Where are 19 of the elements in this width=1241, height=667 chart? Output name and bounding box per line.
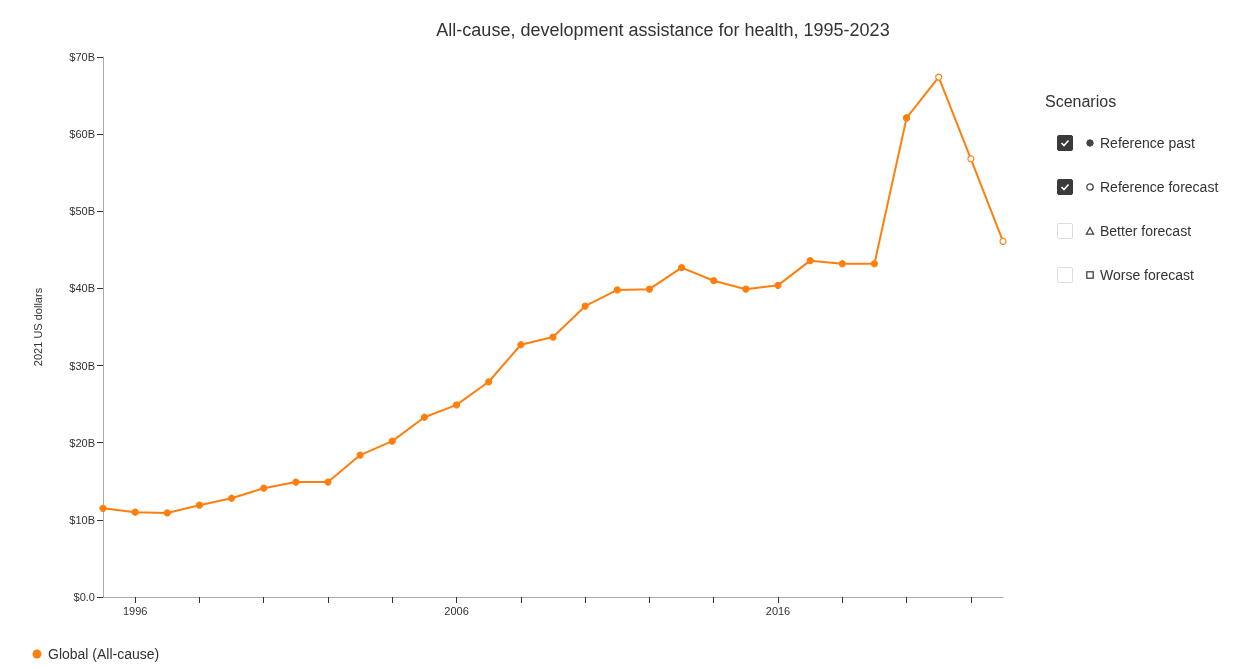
chart-title: All-cause, development assistance for health, 1995-2023 [436,20,890,40]
y-tick-label: $10B [69,513,95,526]
text: Global (All-cause) [48,646,160,662]
legend-label: Better forecast [1100,223,1192,239]
x-tick-label: 1996 [122,604,148,617]
text: Reference past [1100,135,1195,151]
y-tick-label: $30B [69,359,95,372]
y-axis-title: 2021 US dollars [31,287,44,367]
y-tick-label: $20B [69,436,95,449]
y-tick-label: $0.0 [73,591,95,603]
x-tick-label: 2006 [444,604,469,617]
y-tick-label: $40B [69,282,95,295]
legend-label: Worse forecast [1100,267,1194,283]
legend-title: Scenarios [1045,93,1118,111]
y-tick-label: $70B [69,51,95,63]
text: Reference forecast [1100,179,1219,195]
x-tick-label: 2016 [765,604,791,617]
y-tick-label: $60B [69,128,95,141]
y-tick-label: $50B [69,205,95,218]
